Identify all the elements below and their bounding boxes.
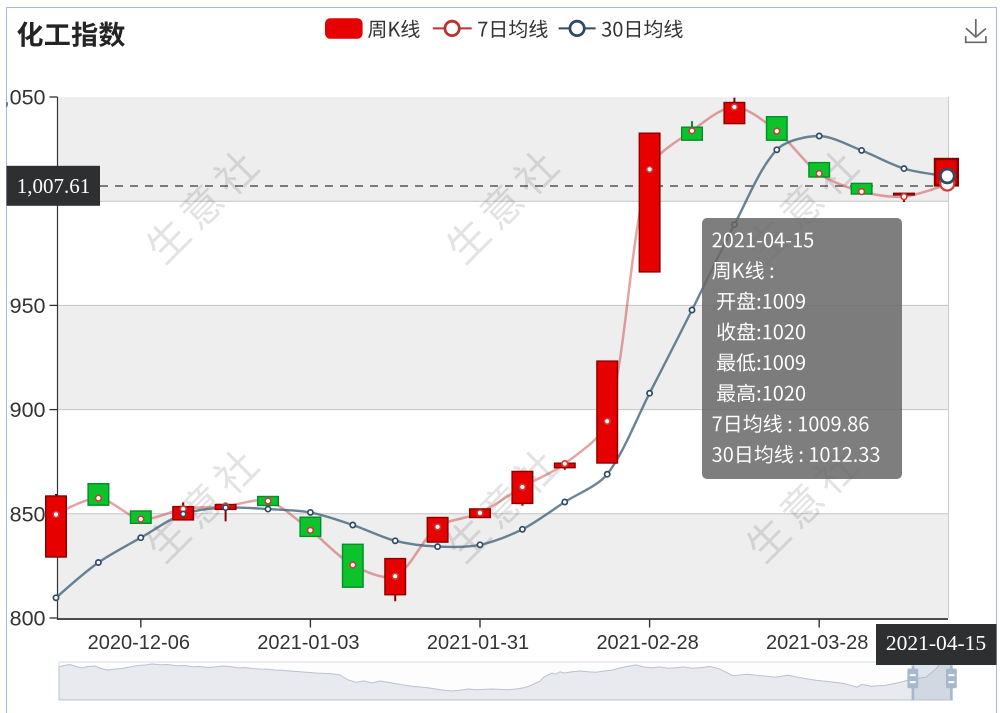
svg-text:800: 800 (10, 607, 46, 631)
svg-text:2020-12-06: 2020-12-06 (88, 632, 190, 654)
svg-text:2021-04-15: 2021-04-15 (886, 631, 986, 655)
svg-text:900: 900 (10, 398, 46, 422)
svg-text:1,050: 1,050 (0, 86, 46, 110)
svg-text:950: 950 (10, 294, 46, 318)
svg-text:2021-02-28: 2021-02-28 (596, 632, 698, 654)
svg-text:1,007.61: 1,007.61 (17, 174, 91, 198)
svg-text:850: 850 (10, 502, 46, 526)
svg-text:2021-01-03: 2021-01-03 (257, 632, 359, 654)
svg-text:2021-01-31: 2021-01-31 (427, 632, 529, 654)
svg-text:2021-03-28: 2021-03-28 (766, 632, 868, 654)
